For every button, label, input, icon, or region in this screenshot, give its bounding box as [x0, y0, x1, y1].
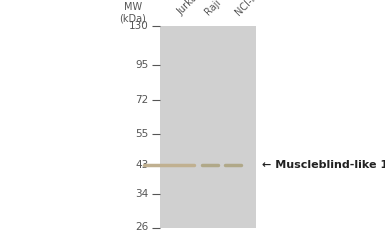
Text: 43: 43 — [135, 160, 148, 170]
Text: Raji: Raji — [203, 0, 223, 18]
Text: ← Muscleblind-like 1: ← Muscleblind-like 1 — [262, 160, 385, 170]
Text: 130: 130 — [129, 21, 148, 31]
Text: 26: 26 — [135, 222, 148, 232]
Text: 55: 55 — [135, 129, 148, 139]
Text: MW
(kDa): MW (kDa) — [119, 2, 146, 24]
Text: 34: 34 — [135, 189, 148, 199]
Text: 95: 95 — [135, 60, 148, 70]
Text: 72: 72 — [135, 95, 148, 105]
Text: Jurkat: Jurkat — [176, 0, 203, 18]
Text: NCI-H929: NCI-H929 — [234, 0, 273, 18]
